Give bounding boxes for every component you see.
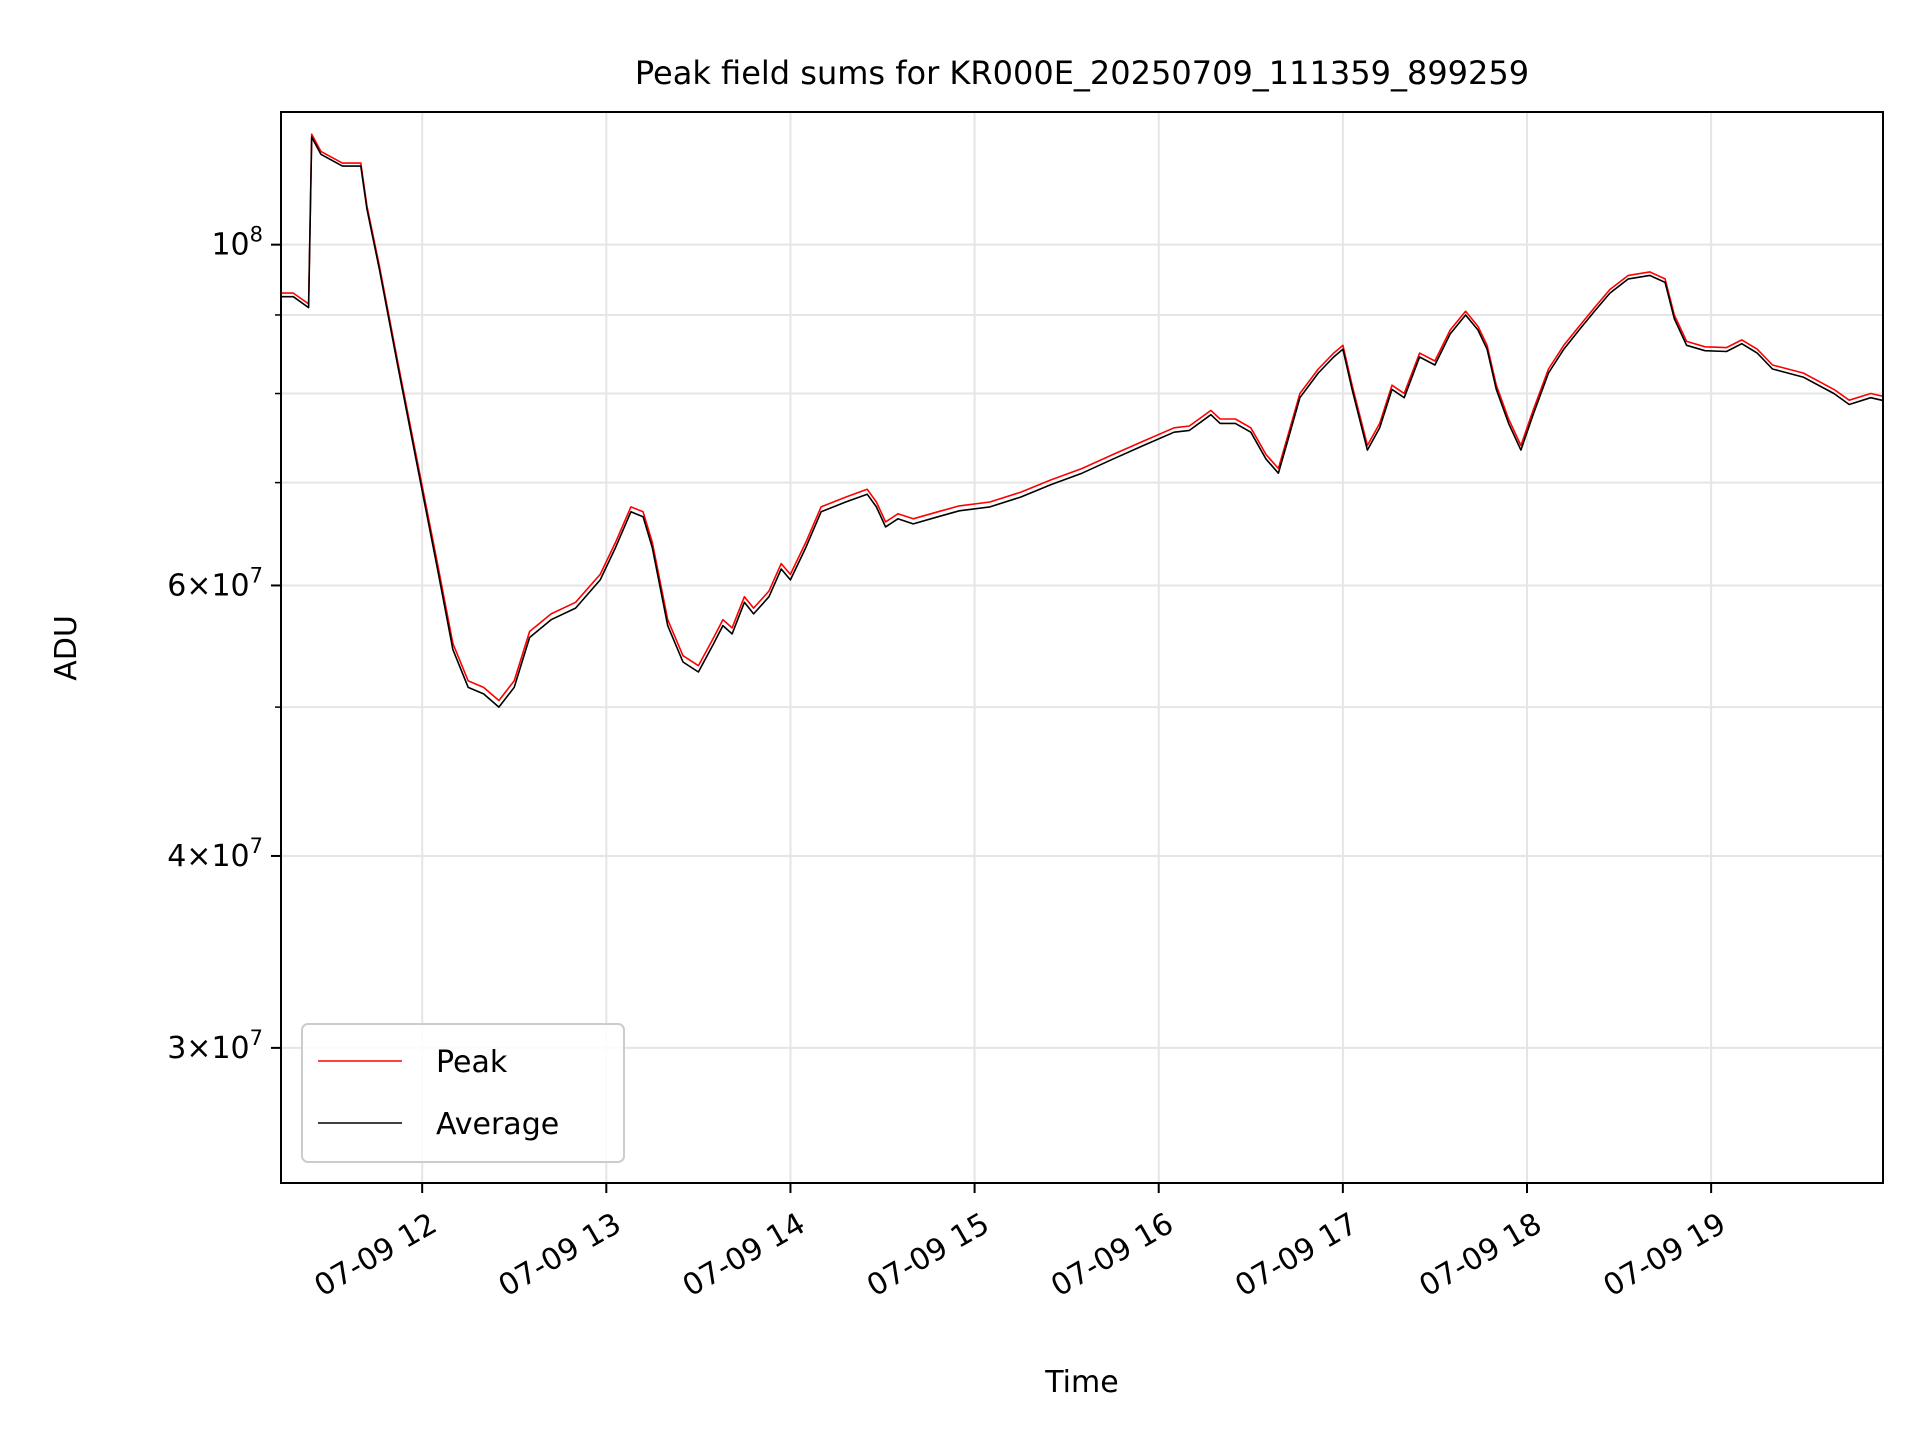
y-tick-label: 6×107 — [167, 563, 263, 603]
y-tick-label: 4×107 — [167, 834, 263, 874]
legend-box — [301, 1023, 625, 1163]
x-axis-label: Time — [1044, 1365, 1118, 1400]
legend-label-peak: Peak — [436, 1045, 508, 1080]
series-layer — [281, 133, 1883, 708]
y-axis: 108 6×107 4×107 3×107 — [167, 223, 281, 1066]
y-axis-label: ADU — [49, 615, 84, 681]
y-tick-label: 108 — [211, 223, 263, 263]
series-line-average — [281, 136, 1883, 708]
y-tick-label: 3×107 — [167, 1026, 263, 1066]
chart-title: Peak field sums for KR000E_20250709_1113… — [635, 54, 1529, 92]
legend-label-average: Average — [436, 1107, 559, 1142]
legend: Peak Average — [301, 1023, 625, 1163]
plot-frame — [280, 111, 1884, 1184]
series-line-peak — [281, 133, 1883, 702]
grid — [281, 112, 1883, 1183]
